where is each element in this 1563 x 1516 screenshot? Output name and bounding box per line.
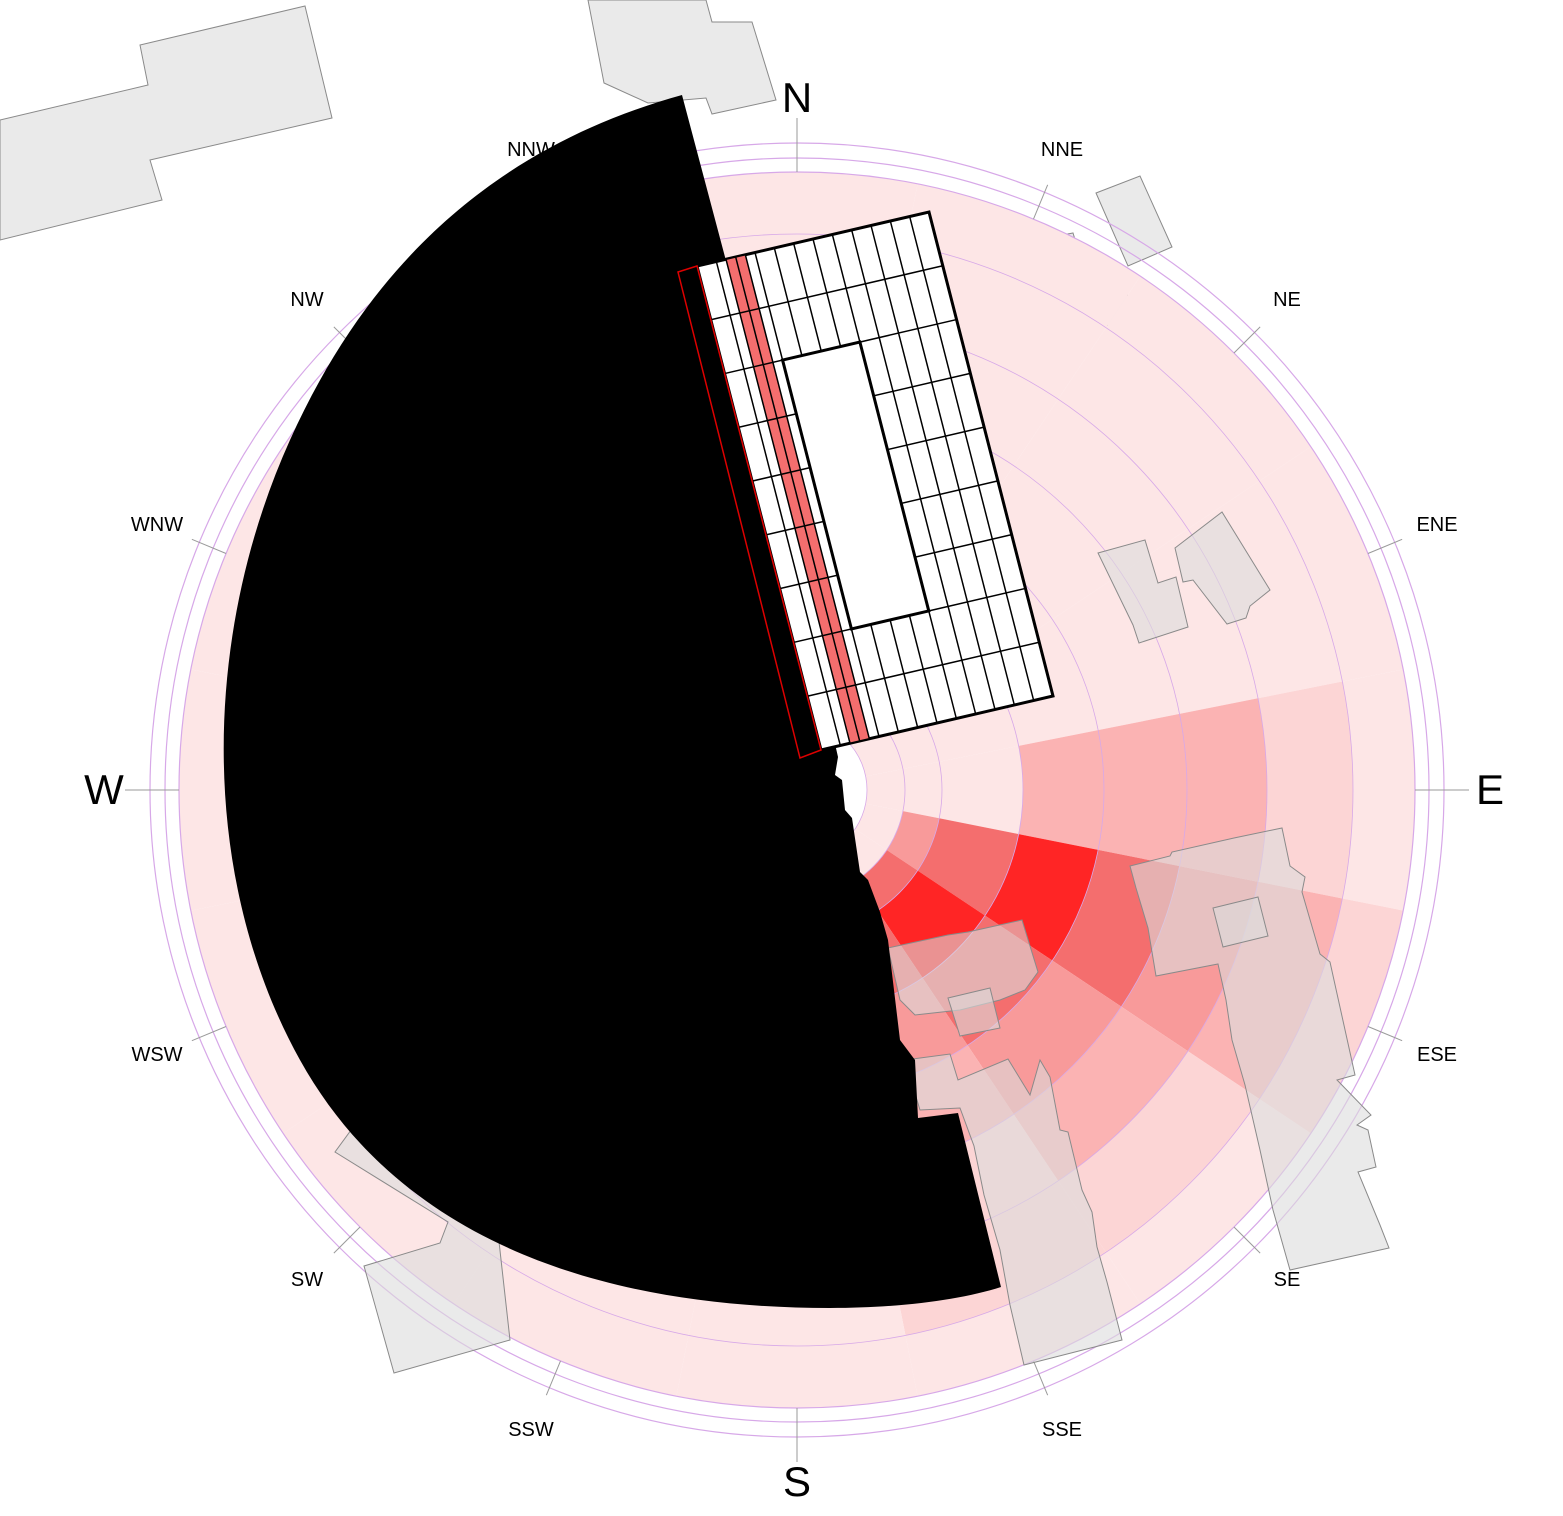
building-ese-a (1129, 827, 1390, 1271)
building-ese-small (1212, 896, 1269, 948)
building-se-tall (904, 1053, 1123, 1366)
tick (191, 538, 227, 554)
label-nnw: NNW (507, 139, 555, 161)
label-s: S (783, 1458, 811, 1505)
label-sse: SSE (1042, 1419, 1082, 1441)
label-e: E (1476, 766, 1504, 813)
wind-sector (676, 1335, 918, 1408)
wind-sector (1098, 713, 1187, 867)
wind-sector (453, 1252, 689, 1397)
wind-sector (855, 729, 903, 777)
background-buildings (0, 0, 1173, 330)
grid-line (889, 220, 1016, 706)
wind-sector (1342, 669, 1415, 911)
building-ene-b (1174, 511, 1271, 625)
grid-line (850, 229, 977, 715)
building-nne-small (1095, 175, 1173, 267)
subject-building-grid (677, 210, 1055, 760)
wind-sector (1259, 446, 1404, 682)
foreground-buildings (334, 511, 1390, 1374)
wind-sector (1052, 573, 1180, 731)
grid-line (807, 641, 1040, 697)
tick (1033, 184, 1049, 220)
grid-line (734, 256, 861, 742)
wind-sector (1105, 276, 1311, 482)
label-w: W (84, 766, 124, 813)
wind-sector (865, 768, 905, 812)
wind-sector (917, 818, 1019, 916)
wind-sector (1018, 730, 1104, 850)
tick (333, 1226, 361, 1254)
label-se: SE (1274, 1269, 1301, 1291)
label-nne: NNE (1041, 139, 1083, 161)
label-ssw: SSW (508, 1419, 554, 1441)
wind-sector (905, 183, 1141, 328)
wind-sector (1013, 399, 1188, 574)
wind-sector (877, 870, 985, 978)
tick (1233, 1226, 1261, 1254)
wind-sector (1058, 327, 1260, 529)
edge-outline (677, 265, 822, 760)
wind-sector (676, 172, 918, 245)
label-nw: NW (290, 289, 323, 311)
label-ne: NE (1273, 289, 1301, 311)
tick (1033, 1360, 1049, 1396)
shadow-mask (223, 95, 1001, 1308)
building-s-small (947, 987, 1001, 1037)
tick (1367, 538, 1403, 554)
label-ese: ESE (1417, 1044, 1457, 1066)
wind-sector (939, 745, 1023, 835)
direction-labels: N E S W NNE NE ENE ESE SE SSE SSW SW WSW… (84, 74, 1504, 1505)
label-wsw: WSW (131, 1044, 182, 1066)
wind-sector (967, 465, 1122, 620)
wind-sector (855, 803, 903, 851)
wind-sector (902, 761, 942, 819)
tick (1367, 1026, 1403, 1042)
label-n: N (782, 74, 812, 121)
label-wnw: WNW (131, 514, 183, 536)
building-north (587, 0, 777, 115)
building-nw-large (0, 5, 333, 241)
building-ene-a (1097, 539, 1189, 644)
label-sw: SW (291, 1269, 323, 1291)
tick (191, 1026, 227, 1042)
grid-line (715, 261, 842, 746)
grid-line (710, 265, 943, 321)
wind-sector (190, 898, 335, 1134)
grid-line (870, 225, 996, 710)
grid-line (908, 216, 1035, 701)
courtyard (780, 340, 931, 631)
tick (1233, 326, 1261, 354)
building-s-center (887, 919, 1039, 1016)
wind-sector (1058, 1051, 1260, 1253)
label-ene: ENE (1416, 514, 1457, 536)
tick (545, 1360, 561, 1396)
